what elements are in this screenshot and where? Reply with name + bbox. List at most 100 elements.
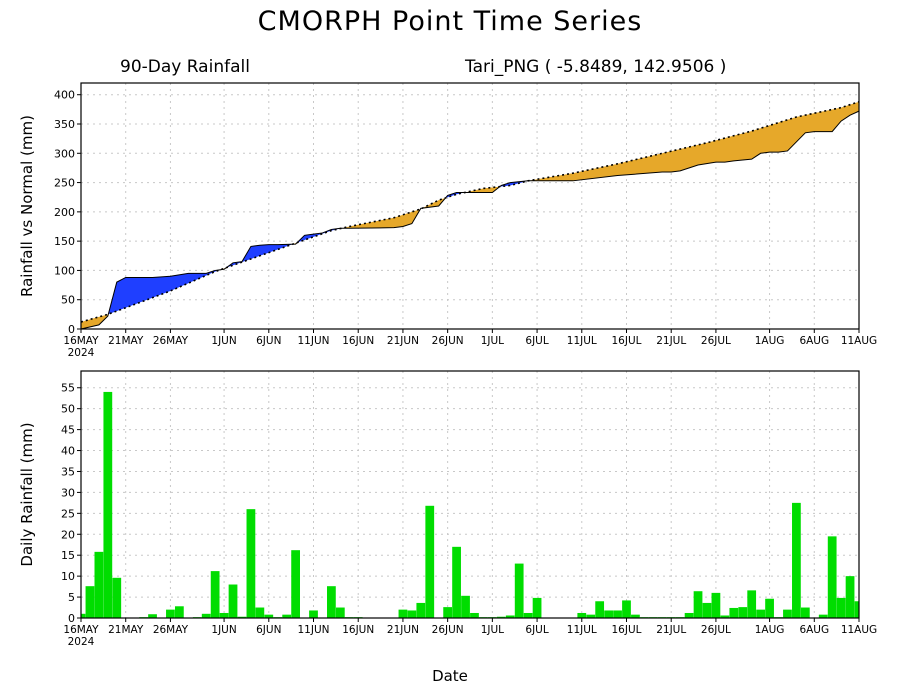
daily-rain-bar: [264, 614, 274, 618]
daily-rain-bar: [577, 612, 587, 618]
x-tick-label: 21MAY: [108, 335, 144, 347]
below-normal-area: [528, 101, 859, 181]
y-tick-label: 25: [61, 507, 75, 520]
daily-rain-bar: [407, 610, 417, 618]
daily-rain-bar: [166, 609, 175, 618]
daily-rain-bar: [327, 586, 336, 618]
below-normal-area: [464, 186, 501, 193]
above-normal-area: [225, 244, 293, 268]
daily-rain-bar: [845, 576, 855, 618]
y-tick-label: 20: [61, 528, 75, 541]
daily-rain-bar: [854, 601, 859, 618]
y-tick-label: 350: [54, 118, 75, 131]
daily-rain-bar: [783, 609, 792, 618]
y-tick-label: 35: [61, 465, 75, 478]
y-tick-label: 5: [68, 591, 75, 604]
daily-rain-bar: [103, 391, 113, 618]
daily-rain-bar: [452, 546, 461, 618]
x-tick-label: 26JUN: [432, 624, 464, 636]
daily-rain-bar: [94, 551, 104, 618]
y-tick-label: 300: [54, 147, 75, 160]
x-tick-label: 11JUL: [567, 624, 597, 636]
y-axis-title: Rainfall vs Normal (mm): [18, 115, 36, 297]
daily-rain-bar: [282, 614, 292, 618]
y-tick-label: 50: [61, 403, 75, 416]
y-tick-label: 250: [54, 177, 75, 190]
x-tick-label: 21JUN: [387, 335, 419, 347]
daily-rain-bar: [335, 607, 345, 618]
x-tick-label: 6JUN: [256, 335, 281, 347]
x-tick-label: 21JUL: [656, 624, 686, 636]
daily-rain-bar: [81, 613, 86, 618]
x-tick-label: 26JUL: [701, 335, 731, 347]
x-tick-label: 16JUL: [611, 624, 641, 636]
daily-rain-bar: [461, 595, 470, 618]
daily-rainfall-panel: 0 5 10 15 20 25 30 35 40 45 50 55 16MAY 21MAY 26MAY 1JU…: [18, 370, 877, 648]
cumulative-rainfall-panel: 0 50 100 150 200 250 300 350 400 16MAY 21MAY 26MAY 1…: [18, 82, 877, 359]
x-tick-label: 16JUN: [342, 335, 374, 347]
x-tick-label: 1JUN: [211, 624, 236, 636]
x-tick-label: 26MAY: [153, 335, 189, 347]
x-year-label: 2024: [68, 347, 95, 359]
below-normal-area: [341, 208, 421, 229]
x-tick-label: 11JUN: [298, 335, 330, 347]
x-tick-label: 6JUL: [525, 624, 548, 636]
x-tick-label: 21JUL: [656, 335, 686, 347]
daily-rain-bar: [613, 610, 622, 618]
chart-title: CMORPH Point Time Series: [258, 6, 643, 37]
daily-rain-bar: [425, 505, 435, 618]
y-tick-label: 10: [61, 570, 75, 583]
y-tick-label: 30: [61, 486, 75, 499]
daily-rain-bar: [210, 571, 220, 618]
x-tick-label: 11JUL: [567, 335, 597, 347]
daily-rain-bar: [836, 597, 846, 618]
x-tick-label: 6AUG: [799, 624, 829, 636]
daily-rain-bar: [255, 607, 265, 618]
daily-rain-bar: [532, 597, 542, 618]
x-tick-label: 1JUN: [211, 335, 236, 347]
y-tick-label: 50: [61, 294, 75, 307]
daily-rain-bar: [818, 614, 828, 618]
x-tick-label: 26JUN: [432, 335, 464, 347]
daily-rain-bar: [631, 614, 640, 618]
daily-rain-bar: [720, 615, 730, 618]
y-axis-title: Daily Rainfall (mm): [18, 422, 36, 566]
y-tick-label: 15: [61, 549, 75, 562]
daily-rain-bar: [827, 536, 837, 618]
y-tick-label: 150: [54, 235, 75, 248]
x-tick-label: 11AUG: [841, 335, 877, 347]
x-tick-label: 6JUL: [525, 335, 548, 347]
daily-rain-bar: [246, 509, 256, 618]
daily-rain-bar: [765, 598, 774, 618]
daily-rain-bar: [85, 586, 95, 618]
plot-frame: [80, 82, 860, 330]
daily-rain-bar: [622, 600, 631, 618]
above-normal-area: [296, 228, 343, 244]
daily-rain-bar: [470, 612, 479, 618]
x-tick-label: 6AUG: [799, 335, 829, 347]
daily-rain-bar: [729, 607, 739, 618]
x-tick-label: 21MAY: [108, 624, 144, 636]
x-tick-label: 16JUN: [342, 624, 374, 636]
daily-rain-bar: [174, 606, 184, 618]
daily-rain-bar: [219, 612, 229, 618]
y-tick-label: 0: [68, 612, 75, 625]
x-tick-label: 16JUL: [611, 335, 641, 347]
daily-rain-bar: [514, 563, 524, 618]
y-tick-label: 100: [54, 264, 75, 277]
below-normal-area: [81, 312, 109, 329]
daily-rain-bar: [595, 601, 605, 618]
daily-rain-bar: [505, 615, 515, 618]
y-tick-label: 40: [61, 445, 75, 458]
daily-rain-bar: [416, 602, 426, 618]
daily-rain-bar: [792, 502, 801, 618]
x-tick-label: 11AUG: [841, 624, 877, 636]
daily-rain-bar: [201, 613, 211, 618]
x-tick-label: 11JUN: [298, 624, 330, 636]
daily-rain-bar: [711, 592, 721, 618]
x-tick-label: 1JUL: [481, 624, 504, 636]
daily-rain-bar: [112, 577, 122, 618]
x-tick-label: 21JUN: [387, 624, 419, 636]
x-tick-label: 1AUG: [755, 624, 785, 636]
